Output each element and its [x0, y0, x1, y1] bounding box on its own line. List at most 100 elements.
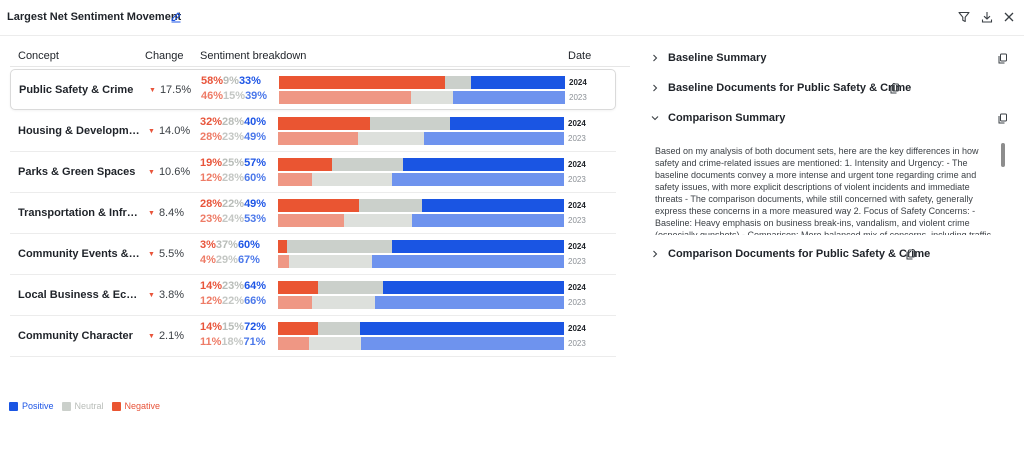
change-value: ▼ 10.6% — [148, 166, 190, 178]
neutral-percent: 23% — [222, 280, 245, 292]
baseline-sentiment-bar[interactable] — [278, 132, 564, 145]
negative-percent: 28% — [200, 131, 223, 143]
negative-percent: 3% — [200, 239, 216, 251]
negative-percent: 11% — [200, 336, 222, 348]
table-row[interactable]: Local Business & Economy ▼3.8% 14%23%64% 20… — [10, 275, 616, 316]
negative-percent: 19% — [200, 157, 223, 169]
current-sentiment-bar[interactable] — [278, 117, 564, 130]
positive-segment — [392, 240, 564, 253]
current-sentiment-bar[interactable] — [278, 158, 564, 171]
change-percent: 5.5% — [158, 248, 185, 260]
neutral-segment — [289, 255, 373, 268]
baseline-sentiment-bar[interactable] — [278, 255, 564, 268]
change-percent: 10.6% — [158, 166, 191, 178]
positive-segment — [453, 91, 565, 104]
chevron-right-icon — [653, 54, 658, 62]
close-icon[interactable] — [1002, 10, 1016, 24]
baseline-documents-title: Baseline Documents for Public Safety & C… — [668, 82, 912, 94]
negative-percent: 32% — [200, 116, 223, 128]
concept-name: Parks & Green Spaces — [18, 166, 136, 178]
negative-segment — [278, 337, 310, 350]
positive-percent: 33% — [238, 75, 261, 87]
negative-segment — [278, 255, 290, 268]
table-row[interactable]: Parks & Green Spaces ▼ 10.6% 19%25%57% 2024 1… — [10, 152, 616, 193]
current-sentiment-bar[interactable] — [278, 281, 564, 294]
neutral-percent: 24% — [222, 213, 245, 225]
table-row[interactable]: Community Character ▼ 2.1% 14%15%72% 2024 11%… — [10, 316, 616, 357]
negative-segment — [278, 132, 359, 145]
concept-name: Community Character — [18, 330, 133, 342]
positive-percent: 49% — [244, 131, 267, 143]
positive-segment — [412, 214, 564, 227]
table-row[interactable]: Public Safety & Crime ▼ 17.5% 58%9%33% 2024 4… — [10, 69, 616, 110]
baseline-year: 2023 — [568, 134, 586, 143]
current-percentages: 14%15%72% — [200, 321, 266, 333]
column-header-change[interactable]: Change — [145, 50, 184, 62]
legend-label-neutral: Neutral — [74, 401, 104, 411]
neutral-segment — [444, 76, 471, 89]
chevron-right-icon — [653, 250, 658, 258]
baseline-sentiment-bar[interactable] — [278, 337, 564, 350]
negative-segment — [278, 240, 287, 253]
positive-segment — [375, 296, 564, 309]
negative-segment — [279, 76, 445, 89]
comparison-documents-toggle[interactable]: Comparison Documents for Public Safety &… — [650, 246, 1010, 264]
baseline-sentiment-bar[interactable] — [278, 173, 564, 186]
baseline-sentiment-bar[interactable] — [278, 296, 564, 309]
baseline-percentages: 23%24%53% — [200, 213, 266, 225]
neutral-segment — [312, 296, 376, 309]
current-sentiment-bar[interactable] — [278, 240, 564, 253]
concept-name: Community Events & Activities — [18, 248, 140, 260]
copy-icon[interactable] — [890, 83, 900, 94]
table-row[interactable]: Community Events & Activities▼5.5%3%37%6… — [10, 234, 616, 275]
negative-percent: 23% — [200, 213, 223, 225]
negative-percent: 46% — [201, 90, 224, 102]
baseline-sentiment-bar[interactable] — [279, 91, 565, 104]
summary-scrollbar[interactable] — [1001, 143, 1005, 167]
baseline-documents-toggle[interactable]: Baseline Documents for Public Safety & C… — [650, 80, 1010, 98]
arrow-down-icon: ▼ — [148, 169, 155, 176]
baseline-summary-toggle[interactable]: Baseline Summary — [650, 50, 1010, 68]
copy-icon[interactable] — [906, 249, 916, 260]
comparison-summary-content[interactable]: Based on my analysis of both document se… — [655, 145, 1005, 235]
arrow-down-icon: ▼ — [148, 251, 155, 258]
positive-segment — [360, 337, 564, 350]
edit-pencil-icon[interactable] — [170, 11, 182, 23]
widget-title: Largest Net Sentiment Movement — [7, 11, 182, 23]
copy-icon[interactable] — [998, 113, 1008, 124]
baseline-year: 2023 — [568, 257, 586, 266]
negative-percent: 28% — [200, 198, 223, 210]
table-row[interactable]: Transportation & Infrastructure▼8.4%28%2… — [10, 193, 616, 234]
neutral-segment — [358, 199, 423, 212]
legend-label-positive: Positive — [22, 401, 54, 411]
positive-segment — [360, 322, 564, 335]
neutral-segment — [369, 117, 450, 130]
concept-name: Transportation & Infrastructure — [18, 207, 140, 219]
comparison-summary-toggle[interactable]: Comparison Summary — [650, 110, 1010, 128]
baseline-year: 2023 — [569, 93, 587, 102]
positive-segment — [382, 281, 564, 294]
chevron-right-icon — [653, 84, 658, 92]
positive-percent: 40% — [244, 116, 267, 128]
filter-icon[interactable] — [957, 10, 971, 24]
copy-icon[interactable] — [998, 53, 1008, 64]
baseline-percentages: 11%18%71% — [200, 336, 265, 348]
neutral-percent: 23% — [222, 131, 245, 143]
table-row[interactable]: Housing & Development ▼ 14.0% 32%28%40% 2024… — [10, 111, 616, 152]
positive-percent: 64% — [244, 280, 267, 292]
arrow-down-icon: ▼ — [148, 333, 155, 340]
current-sentiment-bar[interactable] — [279, 76, 565, 89]
download-icon[interactable] — [980, 10, 994, 24]
positive-segment — [470, 76, 565, 89]
positive-percent: 53% — [244, 213, 267, 225]
legend-label-negative: Negative — [124, 401, 161, 411]
column-header-concept: Concept — [18, 50, 59, 62]
current-percentages: 19%25%57% — [200, 157, 266, 169]
current-sentiment-bar[interactable] — [278, 199, 564, 212]
positive-percent: 57% — [244, 157, 267, 169]
current-sentiment-bar[interactable] — [278, 322, 564, 335]
column-header-breakdown: Sentiment breakdown — [200, 50, 307, 62]
baseline-sentiment-bar[interactable] — [278, 214, 564, 227]
current-percentages: 28%22%49% — [200, 198, 266, 210]
positive-percent: 49% — [244, 198, 267, 210]
